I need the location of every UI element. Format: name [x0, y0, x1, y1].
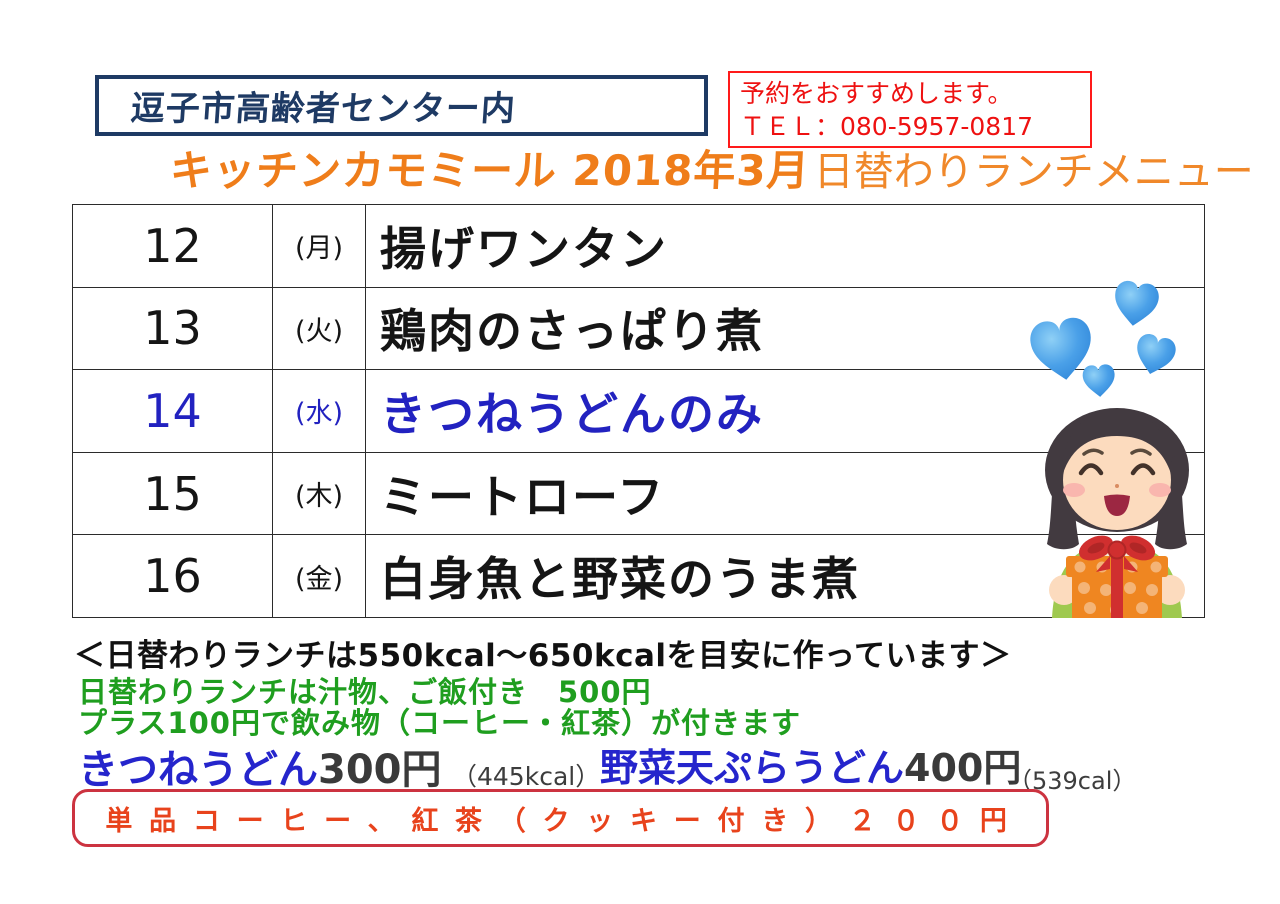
tempura-udon-item: 野菜天ぷらうどん400円	[600, 737, 1021, 792]
girl-with-gift-icon	[1045, 408, 1189, 618]
weekday-cell: (木)	[272, 451, 366, 536]
dish-cell: きつねうどんのみ	[365, 369, 1205, 453]
center-name-text: 逗子市高齢者センター内	[129, 89, 518, 129]
single-item-text: 単品コーヒー、紅茶（クッキー付き）２００円	[105, 805, 1024, 837]
weekday-cell: (火)	[272, 286, 366, 371]
single-item-box: 単品コーヒー、紅茶（クッキー付き）２００円	[72, 789, 1049, 847]
kitsune-udon-name: きつねうどん	[78, 747, 318, 793]
tempura-udon-name: 野菜天ぷらうどん	[600, 746, 905, 790]
title-shop-and-month: キッチンカモミール 2018年3月	[168, 146, 812, 195]
weekday-cell: (水)	[272, 369, 366, 453]
reservation-box: 予約をおすすめします。 ＴＥＬ：080-5957-0817	[728, 71, 1092, 148]
kcal-guideline-note: ＜日替わりランチは550kcal～650kcalを目安に作っています＞	[74, 638, 1012, 674]
date-cell: 15	[72, 451, 273, 536]
table-row-highlighted: 14 (水) きつねうどんのみ	[72, 369, 1205, 453]
dish-cell: 揚げワンタン	[365, 204, 1205, 288]
weekday-cell: (金)	[272, 534, 366, 618]
reservation-text: 予約をおすすめします。	[740, 79, 1013, 108]
tempura-udon-price: 400円	[904, 746, 1022, 790]
center-name-box: 逗子市高齢者センター内	[95, 75, 708, 136]
lunch-price-note: 日替わりランチは汁物、ご飯付き 500円	[78, 675, 652, 709]
title-menu-label: 日替わりランチメニュー	[813, 149, 1254, 195]
date-cell: 13	[72, 286, 273, 371]
table-row: 12 (月) 揚げワンタン	[72, 204, 1205, 288]
weekday-cell: (月)	[272, 204, 366, 288]
date-cell: 16	[72, 534, 273, 618]
kitsune-udon-item: きつねうどん300円	[78, 737, 442, 795]
kitsune-udon-kcal: （445kcal）	[452, 762, 601, 791]
page-title: キッチンカモミール 2018年3月日替わりランチメニュー	[168, 146, 1254, 195]
kitsune-udon-price: 300円	[318, 747, 442, 793]
blue-hearts-icon	[1027, 279, 1179, 398]
date-cell: 14	[72, 369, 273, 453]
date-cell: 12	[72, 204, 273, 288]
telephone-number: ＴＥＬ：080-5957-0817	[740, 111, 1034, 141]
drink-option-note: プラス100円で飲み物（コーヒー・紅茶）が付きます	[78, 706, 801, 740]
